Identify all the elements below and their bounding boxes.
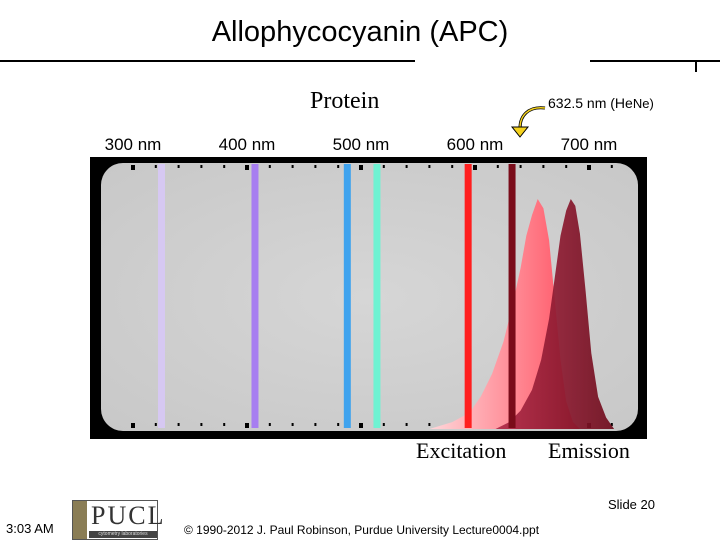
tick-mark [291, 423, 294, 426]
tick-mark [359, 165, 363, 170]
laser-line-594 [464, 164, 472, 428]
series-label-excitation: Excitation [416, 438, 507, 463]
x-tick-label-600: 600 nm [446, 135, 504, 154]
tick-mark [245, 165, 249, 170]
tick-mark [337, 165, 340, 168]
title-rule-left [0, 60, 415, 62]
tick-mark [587, 165, 591, 170]
he-ne-arrowhead [510, 126, 530, 138]
tick-mark [473, 165, 477, 170]
logo-text: PUCL [91, 501, 166, 530]
tick-mark [154, 165, 157, 168]
area-emission [495, 199, 615, 429]
tick-mark [245, 423, 249, 428]
tick-mark [359, 423, 363, 428]
tick-mark [405, 423, 408, 426]
tick-mark [223, 423, 226, 426]
chart-title: Protein [310, 88, 380, 114]
pucl-logo: PUCL cytometry laboratories [72, 500, 163, 540]
series-label-emission: Emission [548, 438, 630, 463]
tick-mark [382, 423, 385, 426]
x-tick-label-400: 400 nm [218, 135, 276, 154]
tick-mark [131, 165, 135, 170]
laser-line-325 [158, 164, 165, 428]
tick-mark [200, 165, 203, 168]
tick-mark [314, 423, 317, 426]
laser-line-488 [343, 164, 351, 428]
title-rule-tick [695, 62, 697, 72]
laser-lines [158, 164, 516, 428]
logo-subtitle: cytometry laboratories [89, 531, 157, 538]
tick-mark [268, 423, 271, 426]
logo-emblem [73, 501, 87, 539]
tick-mark [131, 423, 135, 428]
laser-line-407 [251, 164, 259, 428]
x-tick-label-700: 700 nm [560, 135, 618, 154]
copyright: © 1990-2012 J. Paul Robinson, Purdue Uni… [184, 523, 540, 537]
laser-line-632-5 [508, 164, 516, 428]
time-stamp: 3:03 AM [6, 521, 54, 536]
he-ne-arrow-fill [519, 107, 546, 129]
tick-mark [610, 423, 613, 426]
tick-mark [291, 165, 294, 168]
tick-mark [337, 423, 340, 426]
tick-mark [314, 165, 317, 168]
tick-mark [200, 423, 203, 426]
tick-mark [268, 165, 271, 168]
he-ne-arrow [518, 106, 546, 129]
tick-mark [610, 165, 613, 168]
tick-mark [405, 165, 408, 168]
slide-number: Slide 20 [608, 497, 655, 512]
laser-annotation: 632.5 nm (HeNe) [548, 95, 654, 111]
slide-title: Allophycocyanin (APC) [211, 16, 509, 48]
tick-mark [451, 165, 454, 168]
laser-annotation-label: 632.5 nm (He [548, 95, 633, 111]
tick-mark [496, 165, 499, 168]
laser-line-514 [373, 164, 381, 428]
x-tick-label-300: 300 nm [104, 135, 162, 154]
tick-mark [428, 165, 431, 168]
tick-mark [382, 165, 385, 168]
tick-mark [177, 423, 180, 426]
title-rule-right [590, 60, 720, 62]
tick-mark [428, 423, 431, 426]
laser-annotation-unit: Ne) [632, 96, 654, 111]
tick-mark [223, 165, 226, 168]
tick-mark [177, 165, 180, 168]
tick-mark [542, 165, 545, 168]
x-tick-label-500: 500 nm [332, 135, 390, 154]
tick-mark [519, 165, 522, 168]
tick-mark [565, 165, 568, 168]
spectra-areas [429, 199, 615, 429]
tick-mark [154, 423, 157, 426]
